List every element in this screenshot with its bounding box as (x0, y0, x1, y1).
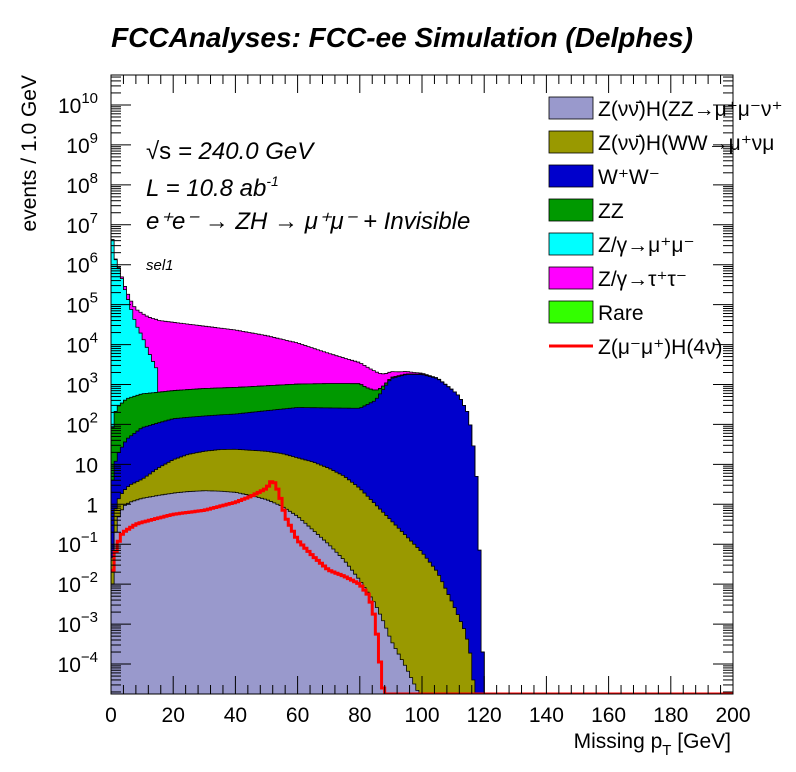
legend: Z(νν̄)H(ZZ→μ⁺μ⁻ν⁺ Z(νν̄)H(WW→μ⁺νμ W⁺W⁻ ZZ Z/… (548, 96, 783, 359)
y-tick-label: 105 (66, 290, 98, 318)
legend-swatch (548, 96, 594, 120)
x-tick-label: 0 (105, 704, 117, 727)
lumi-label: L = 10.8 ab-1 (146, 173, 279, 202)
x-axis: 0 20 40 60 80 100 120 140 160 180 200 (105, 75, 751, 727)
y-tick-base: 10 (66, 215, 89, 238)
x-tick-label: 100 (404, 704, 439, 727)
y-tick-base: 10 (66, 335, 89, 358)
legend-swatch (548, 232, 594, 256)
y-tick-base: 10 (58, 574, 81, 597)
y-tick-label: 10−3 (58, 609, 98, 637)
x-tick-label: 160 (591, 704, 626, 727)
legend-label: W⁺W⁻ (598, 166, 660, 189)
stacked-histogram (111, 239, 485, 694)
x-tick-label: 120 (467, 704, 502, 727)
y-tick-label: 1 (86, 494, 98, 517)
legend-swatch (548, 198, 594, 222)
legend-label: ZZ (598, 200, 624, 223)
selection-label: sel1 (146, 257, 174, 274)
y-tick-base: 10 (66, 175, 89, 198)
y-axis: 101010910810710610510410310210110−110−21… (58, 76, 733, 693)
y-tick-exponent: −1 (81, 529, 98, 546)
x-axis-label-sub: T (662, 742, 671, 759)
legend-label: Z/γ→μ⁺μ⁻ (598, 234, 695, 257)
lumi-exp: -1 (266, 173, 278, 189)
x-tick-label: 140 (529, 704, 564, 727)
y-tick-label: 10−1 (58, 529, 98, 557)
legend-label: Z(μ⁻μ⁺)H(4ν) (598, 336, 723, 359)
legend-label: Z(νν̄)H(ZZ→μ⁺μ⁻ν⁺ (598, 98, 783, 121)
chart-title: FCCAnalyses: FCC-ee Simulation (Delphes) (111, 22, 693, 53)
y-tick-exponent: 7 (90, 210, 98, 227)
y-tick-exponent: 3 (90, 370, 98, 387)
y-tick-label: 10−2 (58, 569, 98, 597)
legend-swatch (548, 300, 594, 324)
y-tick-label: 103 (66, 370, 98, 398)
y-tick-label: 106 (66, 250, 98, 278)
x-tick-label: 200 (715, 704, 750, 727)
y-tick-label: 109 (66, 130, 98, 158)
x-axis-label-main: Missing p (574, 730, 663, 753)
y-tick-exponent: 6 (90, 250, 98, 267)
signal-curve (111, 480, 733, 694)
y-tick-base: 10 (58, 534, 81, 557)
x-tick-label: 180 (653, 704, 688, 727)
sqrt-s-label: √s = 240.0 GeV (146, 138, 315, 165)
y-tick-label: 104 (66, 330, 98, 358)
legend-label: Z/γ→τ⁺τ⁻ (598, 268, 687, 291)
legend-swatch (548, 266, 594, 290)
y-tick-label: 107 (66, 210, 98, 238)
y-tick-label: 102 (66, 409, 98, 437)
lumi-value: L = 10.8 ab (146, 175, 266, 202)
y-tick-base: 10 (75, 454, 98, 477)
y-tick-exponent: 10 (81, 90, 98, 107)
y-tick-base: 10 (66, 135, 89, 158)
x-tick-label: 40 (224, 704, 247, 727)
y-tick-exponent: 5 (90, 290, 98, 307)
y-tick-base: 10 (66, 414, 89, 437)
y-tick-base: 10 (58, 654, 81, 677)
y-tick-exponent: 8 (90, 170, 98, 187)
x-axis-label-unit: [GeV] (671, 730, 731, 753)
y-tick-base: 10 (58, 95, 81, 118)
y-axis-label: events / 1.0 GeV (18, 75, 41, 231)
legend-swatch (548, 164, 594, 188)
y-tick-exponent: 4 (90, 330, 98, 347)
y-tick-exponent: −3 (81, 609, 98, 626)
y-tick-label: 10 (75, 454, 98, 477)
y-tick-exponent: −4 (81, 649, 98, 666)
annotations: √s = 240.0 GeV L = 10.8 ab-1 e⁺e⁻ → ZH →… (146, 138, 470, 274)
y-tick-base: 1 (86, 494, 98, 517)
signal-line (111, 480, 733, 694)
y-tick-label: 1010 (58, 90, 98, 118)
x-axis-label: Missing pT [GeV] (574, 730, 731, 759)
y-tick-exponent: 2 (90, 409, 98, 426)
x-tick-label: 60 (286, 704, 309, 727)
sqrt-s-symbol: √s (146, 138, 171, 165)
x-tick-label: 80 (348, 704, 371, 727)
legend-label: Rare (598, 302, 644, 325)
y-tick-base: 10 (66, 375, 89, 398)
sqrt-s-value: = 240.0 GeV (171, 138, 315, 165)
y-tick-exponent: −2 (81, 569, 98, 586)
y-tick-exponent: 9 (90, 130, 98, 147)
process-label: e⁺e⁻ → ZH → μ⁺μ⁻ + Invisible (146, 208, 470, 235)
y-tick-base: 10 (66, 295, 89, 318)
y-tick-base: 10 (66, 255, 89, 278)
legend-label: Z(νν̄)H(WW→μ⁺νμ (598, 132, 774, 155)
y-tick-base: 10 (58, 614, 81, 637)
y-tick-label: 108 (66, 170, 98, 198)
x-tick-label: 20 (162, 704, 185, 727)
y-tick-label: 10−4 (58, 649, 98, 677)
stack-layer-ZnunuHZZ (111, 490, 420, 694)
legend-swatch (548, 130, 594, 154)
